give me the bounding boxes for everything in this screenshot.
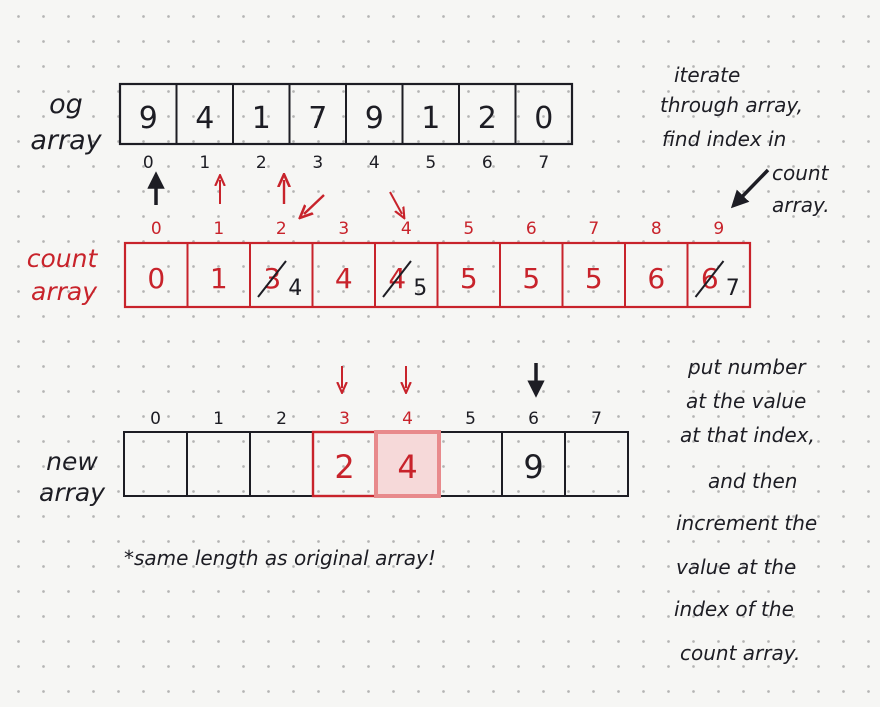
og-array-index: 7	[538, 153, 549, 173]
new-array-cell	[186, 431, 251, 497]
strike-through-mark	[382, 260, 412, 298]
og-array-index: 2	[256, 153, 267, 173]
new-array-index: 4	[402, 409, 413, 429]
count-array-index: 5	[463, 219, 474, 239]
og-array-value: 1	[252, 101, 271, 136]
count-pointer-arrow-index-9	[730, 168, 770, 209]
new-array-label-line2: array	[39, 478, 106, 507]
count-array-value: 5	[585, 262, 603, 295]
count-array-value: 6	[647, 262, 665, 295]
count-pointer-arrow-index-4	[389, 191, 402, 214]
new-array-index: 0	[150, 409, 161, 429]
count-array-pointer-arrows	[304, 168, 770, 214]
new-array-value: 9	[523, 448, 543, 486]
count-array-indices: 0 1 2 3 4 5 6 7 8 9	[151, 219, 724, 239]
og-array-value: 7	[308, 101, 327, 136]
og-array-index: 6	[482, 153, 493, 173]
count-array-index: 3	[338, 219, 349, 239]
new-array-cell	[249, 431, 314, 497]
og-array-value: 0	[534, 101, 553, 136]
count-array-index: 1	[213, 219, 224, 239]
new-array-section: new array 0 1 2 3 4 5 6 7 2 4 9	[39, 409, 629, 507]
count-array-section: count array 0 1 2 3 4 5 6 7 8 9 0 1 3 4 4 4 5 5 5 5 6 6 7	[27, 219, 752, 309]
iterate-note-line-3: find index in	[662, 127, 786, 151]
count-array-value: 4	[288, 276, 302, 301]
same-length-note: *same length as original array!	[124, 546, 436, 570]
count-array-value: 0	[147, 262, 165, 295]
count-array-index: 4	[401, 219, 412, 239]
new-array-index: 7	[591, 409, 602, 429]
new-array-value: 2	[334, 448, 354, 486]
count-array-value: 5	[522, 262, 540, 295]
new-array-index: 3	[339, 409, 350, 429]
count-array-cells: 0134445555667	[123, 241, 752, 309]
new-array-value: 4	[397, 448, 417, 486]
new-array-cells: 2 4 9	[123, 430, 629, 498]
new-array-indices: 0 1 2 3 4 5 6 7	[150, 409, 602, 429]
count-array-label-line1: count	[27, 244, 99, 273]
og-array-value: 9	[139, 101, 158, 136]
new-array-label-line1: new	[46, 447, 98, 476]
count-array-value: 7	[726, 276, 740, 301]
count-array-index: 7	[588, 219, 599, 239]
og-array-indices: 0 1 2 3 4 5 6 7	[143, 153, 549, 173]
og-array-label-line2: array	[30, 125, 102, 156]
count-array-value: 5	[413, 276, 427, 301]
new-array-index: 2	[276, 409, 287, 429]
count-array-index: 2	[276, 219, 287, 239]
og-array-index: 1	[199, 153, 210, 173]
og-array-label-line1: og	[49, 89, 83, 120]
put-number-note-line-2: at the value	[686, 389, 806, 413]
count-array-index: 8	[651, 219, 662, 239]
count-array-value: 4	[335, 262, 353, 295]
count-array-index: 9	[713, 219, 724, 239]
new-array-cell	[438, 431, 503, 497]
og-array-index: 0	[143, 153, 154, 173]
put-number-note: put number at the value at that index, a…	[674, 355, 817, 665]
new-array-cell	[564, 431, 629, 497]
iterate-note-line-4: count	[772, 161, 830, 185]
put-number-note-line-6: value at the	[676, 555, 796, 579]
iterate-note-line-2: through array,	[660, 93, 803, 117]
put-number-note-line-5: increment the	[676, 511, 817, 535]
put-number-note-line-7: index of the	[674, 597, 794, 621]
strike-through-mark	[694, 260, 725, 298]
iterate-note: iterate through array, find index in cou…	[660, 63, 830, 217]
strike-through-mark	[257, 260, 287, 298]
new-array-filled-cell-outline	[374, 430, 441, 498]
new-array-pointer-arrows	[342, 363, 545, 398]
put-number-note-line-1: put number	[687, 355, 807, 379]
new-array-cell	[123, 431, 188, 497]
count-pointer-arrow-index-2	[304, 194, 325, 214]
count-array-label-line2: array	[31, 277, 98, 306]
og-array-index: 4	[369, 153, 380, 173]
og-array-value: 2	[478, 101, 497, 136]
count-array-index: 6	[526, 219, 537, 239]
og-array-value: 4	[195, 101, 214, 136]
og-array-value: 9	[365, 101, 384, 136]
count-array-index: 0	[151, 219, 162, 239]
new-array-index: 6	[528, 409, 539, 429]
iterate-note-line-1: iterate	[674, 63, 740, 87]
new-array-index: 5	[465, 409, 476, 429]
put-number-note-line-8: count array.	[680, 641, 800, 665]
og-array-index: 5	[425, 153, 436, 173]
new-array-index: 1	[213, 409, 224, 429]
put-number-note-line-4: and then	[708, 469, 797, 493]
count-array-value: 5	[460, 262, 478, 295]
og-array-index: 3	[312, 153, 323, 173]
iterate-note-line-5: array.	[772, 193, 830, 217]
og-array-pointer-arrows	[147, 171, 284, 205]
count-array-value: 1	[210, 262, 228, 295]
og-array-value: 1	[421, 101, 440, 136]
put-number-note-line-3: at that index,	[680, 423, 815, 447]
